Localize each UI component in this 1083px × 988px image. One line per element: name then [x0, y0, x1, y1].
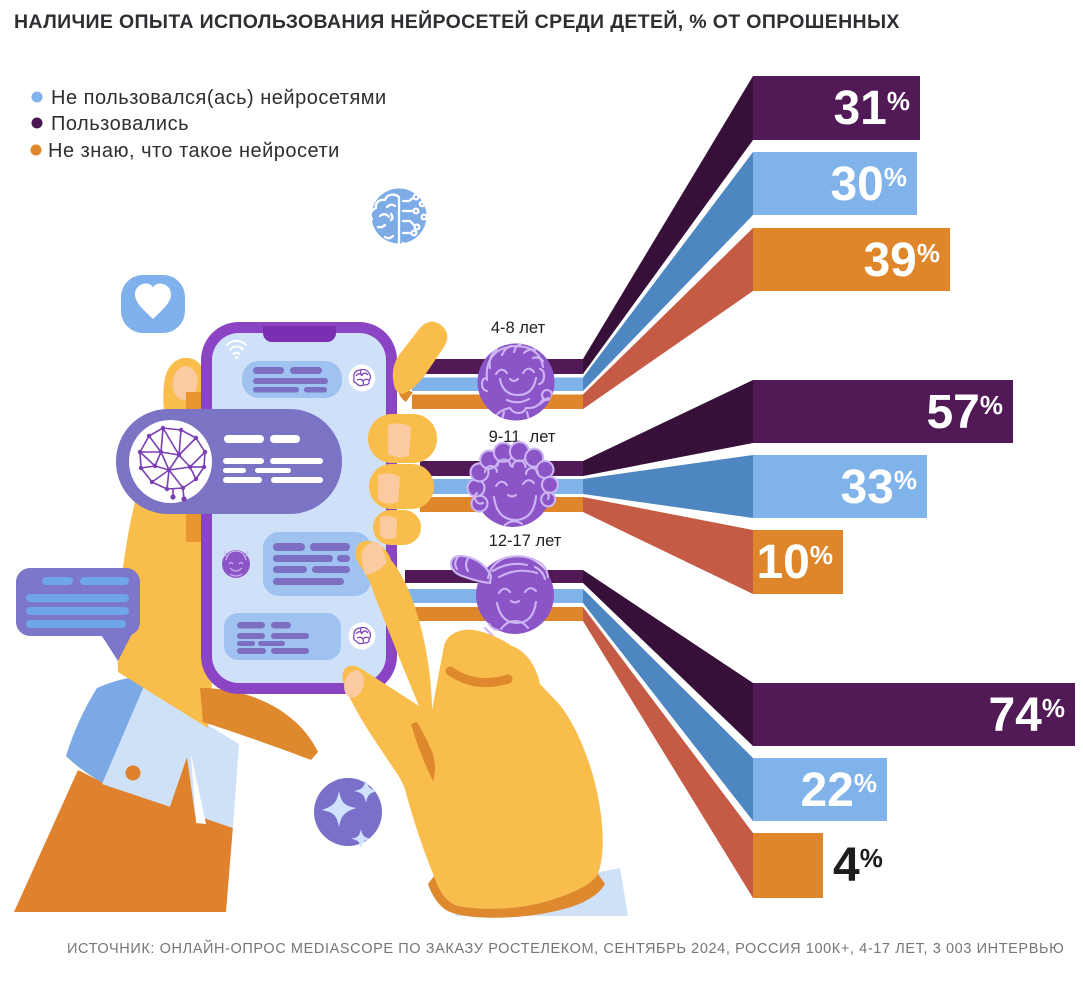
- svg-text:4-8 лет: 4-8 лет: [491, 319, 546, 337]
- svg-text:Не пользовался(ась) нейросетям: Не пользовался(ась) нейросетями: [51, 87, 387, 109]
- svg-text:12-17 лет: 12-17 лет: [489, 532, 562, 550]
- svg-text:Пользовались: Пользовались: [51, 113, 189, 135]
- svg-text:ИСТОЧНИК: ОНЛАЙН-ОПРОС MEDIASC: ИСТОЧНИК: ОНЛАЙН-ОПРОС MEDIASCOPE ПО ЗАК…: [67, 939, 1064, 957]
- svg-text:31%: 31%: [833, 82, 910, 135]
- svg-text:НАЛИЧИЕ ОПЫТА ИСПОЛЬЗОВАНИЯ НЕ: НАЛИЧИЕ ОПЫТА ИСПОЛЬЗОВАНИЯ НЕЙРОСЕТЕЙ С…: [14, 9, 900, 33]
- svg-text:33%: 33%: [840, 461, 917, 514]
- svg-text:Не знаю, что такое нейросети: Не знаю, что такое нейросети: [48, 140, 340, 162]
- svg-text:9-11 лет: 9-11 лет: [489, 428, 556, 446]
